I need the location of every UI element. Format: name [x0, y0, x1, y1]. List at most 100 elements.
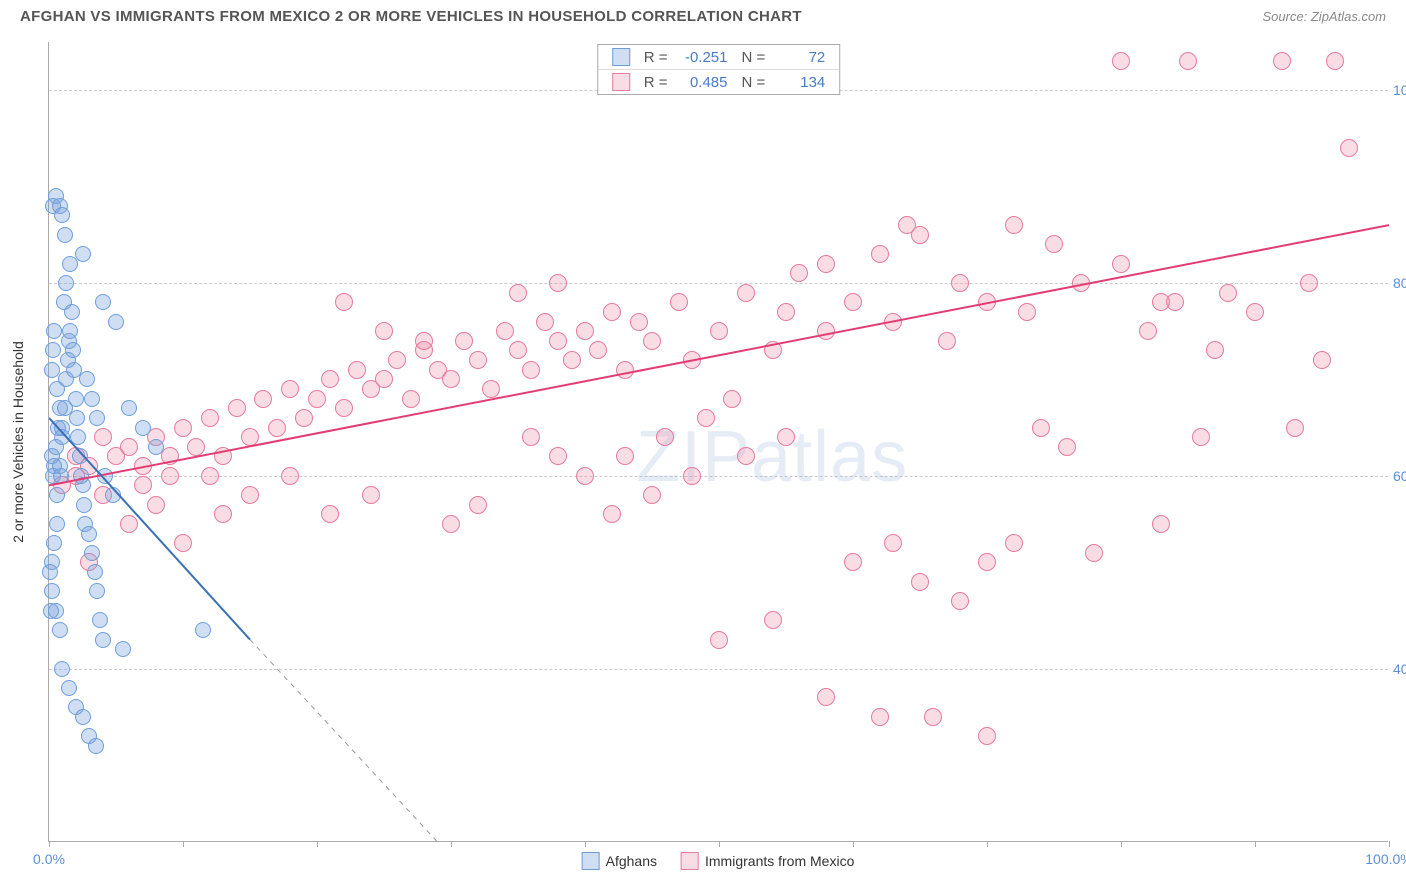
mexico-point [134, 476, 152, 494]
r-value-afghans: -0.251 [676, 49, 728, 66]
afghans-point [46, 535, 62, 551]
mexico-point [1112, 52, 1130, 70]
legend-item-afghans: Afghans [582, 852, 657, 870]
mexico-point [455, 332, 473, 350]
mexico-point [281, 467, 299, 485]
mexico-point [1005, 534, 1023, 552]
mexico-point [817, 322, 835, 340]
series-legend: Afghans Immigrants from Mexico [582, 852, 855, 870]
mexico-point [1152, 293, 1170, 311]
mexico-point [482, 380, 500, 398]
mexico-point [549, 332, 567, 350]
chart-title: AFGHAN VS IMMIGRANTS FROM MEXICO 2 OR MO… [20, 8, 802, 25]
gridline [49, 476, 1388, 477]
mexico-point [469, 496, 487, 514]
swatch-afghans-icon [582, 852, 600, 870]
n-value-mexico: 134 [773, 74, 825, 91]
mexico-point [1085, 544, 1103, 562]
mexico-point [94, 428, 112, 446]
mexico-point [603, 303, 621, 321]
mexico-point [388, 351, 406, 369]
mexico-point [1273, 52, 1291, 70]
mexico-point [911, 226, 929, 244]
swatch-afghans [612, 48, 630, 66]
afghans-point [95, 294, 111, 310]
mexico-point [509, 341, 527, 359]
ytick-label: 100.0% [1393, 82, 1406, 98]
afghans-point [49, 487, 65, 503]
afghans-point [42, 564, 58, 580]
mexico-point [817, 255, 835, 273]
mexico-point [134, 457, 152, 475]
source-label: Source: ZipAtlas.com [1262, 9, 1386, 24]
mexico-point [214, 505, 232, 523]
xtick [585, 841, 586, 847]
mexico-point [1206, 341, 1224, 359]
mexico-point [844, 293, 862, 311]
mexico-point [1072, 274, 1090, 292]
afghans-point [115, 641, 131, 657]
afghans-point [53, 468, 69, 484]
mexico-point [1005, 216, 1023, 234]
mexico-point [214, 447, 232, 465]
mexico-point [415, 332, 433, 350]
mexico-point [1018, 303, 1036, 321]
afghans-point [84, 545, 100, 561]
mexico-point [630, 313, 648, 331]
mexico-point [884, 313, 902, 331]
afghans-point [88, 738, 104, 754]
mexico-point [764, 611, 782, 629]
mexico-point [764, 341, 782, 359]
xtick [49, 841, 50, 847]
mexico-point [120, 438, 138, 456]
afghans-point [52, 400, 68, 416]
xtick-label: 0.0% [33, 851, 65, 867]
afghans-point [69, 410, 85, 426]
mexico-point [1286, 419, 1304, 437]
mexico-point [228, 399, 246, 417]
afghans-point [62, 256, 78, 272]
mexico-point [1340, 139, 1358, 157]
mexico-point [978, 553, 996, 571]
afghans-point [97, 468, 113, 484]
xtick [451, 841, 452, 847]
afghans-point [75, 477, 91, 493]
mexico-point [241, 428, 259, 446]
xtick [1121, 841, 1122, 847]
afghans-point [92, 612, 108, 628]
ytick-label: 80.0% [1393, 275, 1406, 291]
afghans-point [46, 323, 62, 339]
afghans-point [195, 622, 211, 638]
mexico-point [951, 274, 969, 292]
mexico-point [871, 245, 889, 263]
mexico-point [817, 688, 835, 706]
correlation-legend: R = -0.251 N = 72 R = 0.485 N = 134 [597, 44, 841, 95]
r-label: R = [644, 74, 668, 91]
mexico-point [147, 496, 165, 514]
afghans-point [68, 391, 84, 407]
xtick [987, 841, 988, 847]
ytick-label: 40.0% [1393, 661, 1406, 677]
mexico-point [335, 293, 353, 311]
afghans-point [89, 583, 105, 599]
afghans-point [65, 342, 81, 358]
mexico-point [683, 467, 701, 485]
gridline [49, 669, 1388, 670]
mexico-point [241, 486, 259, 504]
mexico-point [522, 361, 540, 379]
mexico-point [348, 361, 366, 379]
mexico-point [576, 322, 594, 340]
mexico-point [777, 303, 795, 321]
plot-area: ZIPatlas R = -0.251 N = 72 R = 0.485 N =… [48, 42, 1388, 842]
mexico-point [335, 399, 353, 417]
mexico-point [1139, 322, 1157, 340]
mexico-point [1058, 438, 1076, 456]
afghans-point [105, 487, 121, 503]
trend-line [49, 225, 1389, 485]
swatch-mexico-icon [681, 852, 699, 870]
mexico-point [375, 370, 393, 388]
mexico-point [1326, 52, 1344, 70]
n-label: N = [742, 49, 766, 66]
mexico-point [281, 380, 299, 398]
mexico-point [844, 553, 862, 571]
